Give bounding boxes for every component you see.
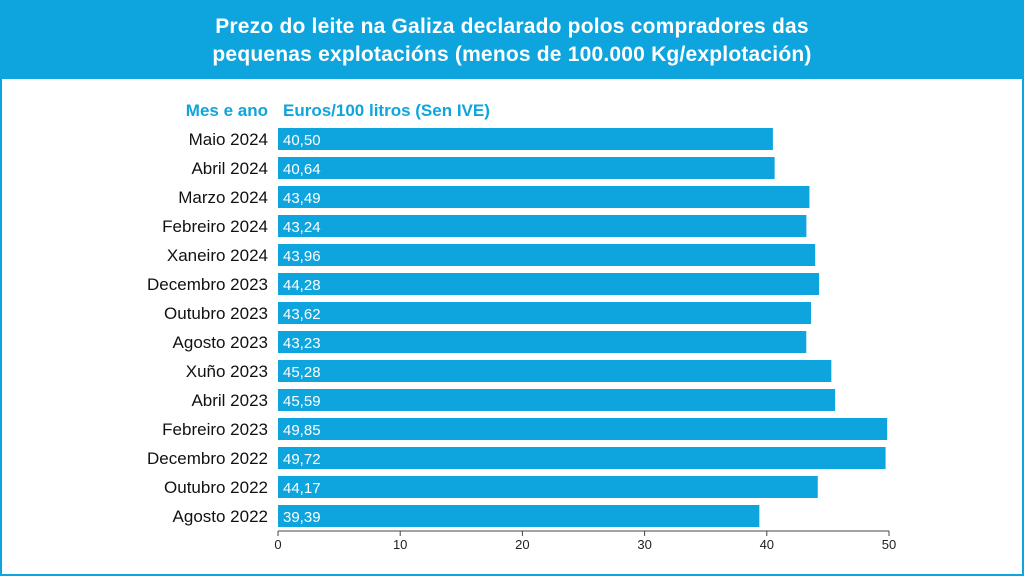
category-column-header: Mes e ano [186, 101, 268, 120]
category-label: Xaneiro 2024 [167, 246, 268, 265]
category-label: Decembro 2023 [147, 275, 268, 294]
bar [278, 360, 832, 382]
x-axis: 0 10 20 30 40 50 [274, 530, 896, 552]
category-label: Marzo 2024 [178, 188, 268, 207]
category-label: Outubro 2022 [164, 478, 268, 497]
chart-title-line-2: pequenas explotacións (menos de 100.000 … [212, 42, 812, 66]
bars-group: Maio 2024 40,50 Abril 2024 40,64 Marzo 2024 4… [147, 128, 888, 527]
data-label: 45,59 [283, 393, 321, 410]
category-label: Abril 2024 [191, 159, 268, 178]
x-tick-label: 10 [393, 537, 407, 552]
category-label: Febreiro 2024 [162, 217, 268, 236]
bar [278, 244, 816, 266]
data-label: 43,23 [283, 335, 321, 352]
data-label: 44,17 [283, 480, 321, 497]
chart-title-line-1: Prezo do leite na Galiza declarado polos… [215, 14, 809, 38]
data-label: 43,62 [283, 306, 321, 323]
category-label: Abril 2023 [191, 391, 268, 410]
data-label: 40,64 [283, 161, 321, 178]
bar [278, 331, 807, 353]
bar [278, 418, 888, 440]
bar [278, 128, 773, 150]
category-label: Decembro 2022 [147, 449, 268, 468]
data-label: 43,96 [283, 248, 321, 265]
bar [278, 215, 807, 237]
category-label: Outubro 2023 [164, 304, 268, 323]
data-label: 44,28 [283, 277, 321, 294]
data-label: 45,28 [283, 364, 321, 381]
bar [278, 273, 820, 295]
category-label: Febreiro 2023 [162, 420, 268, 439]
category-label: Agosto 2023 [173, 333, 268, 352]
data-label: 40,50 [283, 132, 321, 149]
x-tick-label: 30 [637, 537, 651, 552]
x-tick-label: 20 [515, 537, 529, 552]
value-column-header: Euros/100 litros (Sen IVE) [283, 101, 490, 120]
bar [278, 186, 810, 208]
bar [278, 476, 818, 498]
x-tick-label: 40 [760, 537, 774, 552]
x-tick-label: 50 [882, 537, 896, 552]
chart-header: Prezo do leite na Galiza declarado polos… [2, 2, 1022, 79]
bar [278, 505, 760, 527]
data-label: 49,72 [283, 451, 321, 468]
x-tick-label: 0 [274, 537, 281, 552]
category-label: Agosto 2022 [173, 507, 268, 526]
data-label: 43,49 [283, 190, 321, 207]
bar [278, 157, 775, 179]
bar [278, 447, 886, 469]
category-label: Xuño 2023 [186, 362, 268, 381]
bar [278, 389, 836, 411]
category-label: Maio 2024 [189, 130, 268, 149]
data-label: 49,85 [283, 422, 321, 439]
data-label: 39,39 [283, 509, 321, 526]
bar [278, 302, 812, 324]
data-label: 43,24 [283, 219, 321, 236]
